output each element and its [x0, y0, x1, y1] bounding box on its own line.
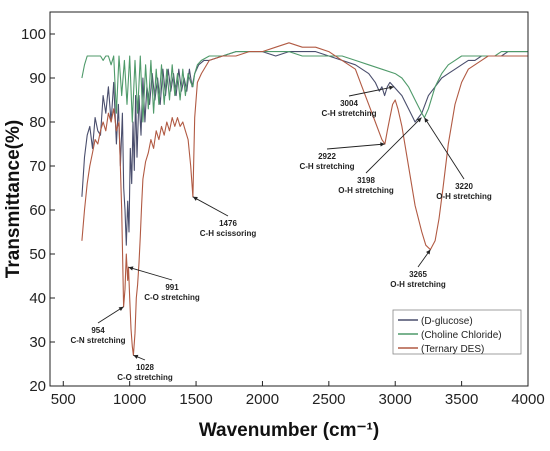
y-tick-label: 40: [29, 290, 46, 307]
annotation-arrowhead-5: [380, 142, 385, 147]
annotation-arrowhead-2: [133, 354, 139, 359]
x-axis-title: Wavenumber (cm⁻¹): [199, 420, 379, 441]
annotation-wavenumber: 3198: [357, 176, 375, 185]
annotation-wavenumber: 954: [91, 326, 105, 335]
annotation-label: O-H stretching: [390, 280, 446, 289]
annotation-label: O-H stretching: [436, 192, 492, 201]
annotation-arrow-4: [348, 86, 394, 97]
annotation-label: C-H stretching: [299, 162, 354, 171]
x-tick-label: 2500: [312, 391, 345, 408]
annotation-arrowhead-6: [416, 117, 422, 123]
annotation-arrow-6: [365, 117, 422, 174]
x-tick-label: 500: [51, 391, 76, 408]
annotation-arrowhead-1: [128, 266, 134, 271]
legend-box: [392, 309, 522, 355]
annotation-wavenumber: 3220: [455, 182, 473, 191]
annotation-label: O-H stretching: [338, 186, 394, 195]
plot-frame: [49, 11, 529, 387]
legend-label: (Ternary DES): [421, 344, 484, 355]
annotation-arrow-7: [424, 117, 465, 180]
y-tick-label: 60: [29, 202, 46, 219]
x-tick-label: 2000: [246, 391, 279, 408]
y-tick-label: 20: [29, 378, 46, 395]
annotation-label: C-H scissoring: [200, 229, 257, 238]
series-line-2: [81, 42, 528, 356]
annotation-arrow-1: [128, 266, 173, 281]
series-layer: [81, 42, 528, 356]
x-tick-label: 3000: [379, 391, 412, 408]
annotation-arrowhead-7: [424, 117, 429, 123]
annotation-arrowhead-8: [426, 249, 431, 255]
legend-label: (D-glucose): [421, 316, 473, 327]
annotation-wavenumber: 3265: [409, 270, 427, 279]
y-tick-label: 100: [21, 26, 46, 43]
legend-label: (Choline Chloride): [421, 330, 502, 341]
annotation-arrowhead-4: [389, 85, 394, 90]
y-tick-label: 30: [29, 334, 46, 351]
x-tick-label: 4000: [511, 391, 544, 408]
annotation-wavenumber: 2922: [318, 152, 336, 161]
y-tick-label: 50: [29, 246, 46, 263]
annotation-wavenumber: 3004: [340, 99, 358, 108]
tick-layer: 500 1000 1500 2000 2500 3000 3500 4000 20 30 40 50 6…: [21, 26, 545, 408]
annotation-wavenumber: 1476: [219, 219, 237, 228]
annotation-arrow-0: [97, 306, 124, 324]
annotation-arrowhead-3: [192, 196, 198, 201]
series-line-1: [81, 51, 528, 123]
x-tick-label: 1500: [179, 391, 212, 408]
y-tick-label: 70: [29, 158, 46, 175]
legend: (D-glucose) (Choline Chloride) (Ternary DE…: [392, 309, 522, 355]
annotation-label: C-N stretching: [70, 336, 125, 345]
annotation-label: C-O stretching: [144, 293, 200, 302]
annotation-wavenumber: 991: [165, 283, 179, 292]
annotation-wavenumber: 1028: [136, 363, 154, 372]
x-tick-label: 3500: [445, 391, 478, 408]
y-tick-label: 90: [29, 70, 46, 87]
x-tick-label: 1000: [113, 391, 146, 408]
annotation-arrowhead-0: [118, 306, 124, 312]
annotation-arrow-5: [326, 143, 385, 150]
annotation-label: C-H stretching: [321, 109, 376, 118]
y-axis-title: Transmittance(%): [3, 120, 24, 278]
y-tick-label: 80: [29, 114, 46, 131]
annotation-arrow-3: [192, 196, 229, 217]
annotation-label: C-O stretching: [117, 373, 173, 382]
